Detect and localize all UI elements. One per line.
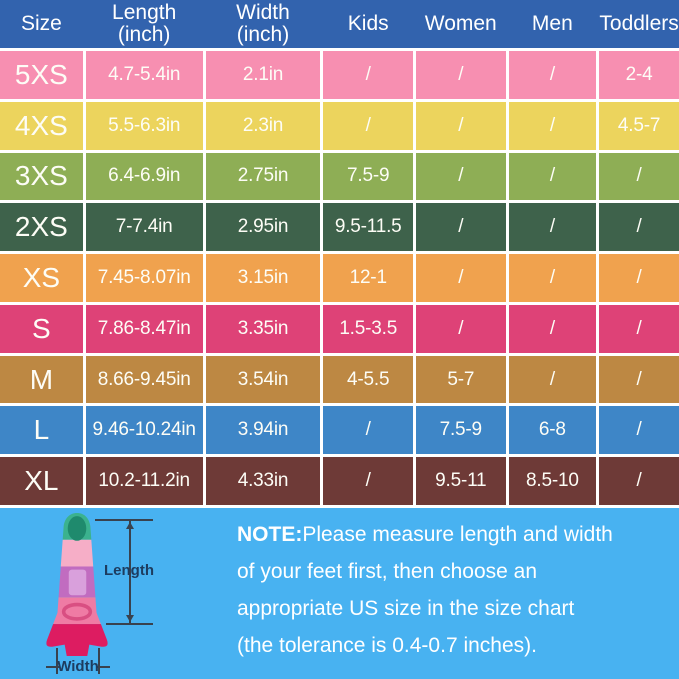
- cell-L-col1: 9.46-10.24in: [85, 406, 203, 455]
- cell-3XS-col4: /: [415, 152, 506, 201]
- cell-3XS-col5: /: [508, 152, 597, 201]
- length-label: Length: [104, 562, 154, 579]
- cell-2XS-col5: /: [508, 203, 597, 252]
- cell-S-col6: /: [599, 304, 679, 353]
- cell-3XS-col6: /: [599, 152, 679, 201]
- width-right-tick: [98, 648, 100, 674]
- cell-4XS-col2: 2.3in: [205, 101, 321, 150]
- cell-2XS-col4: /: [415, 203, 506, 252]
- length-arrow-down-icon: [126, 615, 134, 622]
- cell-M-col1: 8.66-9.45in: [85, 355, 203, 404]
- cell-3XS-col1: 6.4-6.9in: [85, 152, 203, 201]
- cell-M-col2: 3.54in: [205, 355, 321, 404]
- cell-XS-col4: /: [415, 254, 506, 302]
- cell-XS-col1: 7.45-8.07in: [85, 254, 203, 302]
- cell-5XS-col6: 2-4: [599, 51, 679, 99]
- size-table-body: 5XS 4.7-5.4in 2.1in / //2-4 4XS 5.5-6.3in 2.3in…: [0, 51, 679, 505]
- width-left-tick: [56, 648, 58, 674]
- row-label-L: L: [0, 406, 83, 455]
- cell-4XS-col4: /: [415, 101, 506, 150]
- cell-XL-col1: 10.2-11.2in: [85, 457, 203, 505]
- cell-2XS-col2: 2.95in: [205, 203, 321, 252]
- cell-XL-col4: 9.5-11: [415, 457, 506, 505]
- cell-L-col2: 3.94in: [205, 406, 321, 455]
- column-header-5: Men: [531, 11, 573, 35]
- cell-5XS-col3: /: [323, 51, 413, 99]
- column-header-3: Kids: [347, 11, 389, 35]
- row-label-XS: XS: [0, 254, 83, 302]
- cell-L-col5: 6-8: [508, 406, 597, 455]
- cell-XL-col3: /: [323, 457, 413, 505]
- cell-XS-col3: 12-1: [323, 254, 413, 302]
- cell-4XS-col3: /: [323, 101, 413, 150]
- cell-S-col3: 1.5-3.5: [323, 304, 413, 353]
- cell-2XS-col1: 7-7.4in: [85, 203, 203, 252]
- cell-XS-col2: 3.15in: [205, 254, 321, 302]
- cell-XL-col6: /: [599, 457, 679, 505]
- cell-L-col6: /: [599, 406, 679, 455]
- note-line-1: NOTE:Please measure length and width: [237, 516, 613, 553]
- footer-section: Length Width NOTE:Please measure length …: [0, 505, 679, 679]
- cell-M-col4: 5-7: [415, 355, 506, 404]
- length-arrow-up-icon: [126, 522, 134, 529]
- cell-M-col3: 4-5.5: [323, 355, 413, 404]
- note-label: NOTE:: [237, 523, 303, 546]
- row-label-4XS: 4XS: [0, 101, 83, 150]
- cell-XS-col6: /: [599, 254, 679, 302]
- column-header-1: Length (inch): [112, 0, 177, 46]
- note-line-2: of your feet first, then choose an: [237, 560, 538, 583]
- table-header-row: Size Length (inch) Width (inch) Kids Women Me…: [0, 0, 679, 48]
- note-line-1-text: Please measure length and width: [302, 523, 613, 546]
- note-line-3: appropriate US size in the size chart: [237, 597, 575, 620]
- cell-5XS-col1: 4.7-5.4in: [85, 51, 203, 99]
- cell-3XS-col3: 7.5-9: [323, 152, 413, 201]
- length-dimension-line: [129, 520, 131, 624]
- length-top-tick: [95, 519, 153, 521]
- cell-3XS-col2: 2.75in: [205, 152, 321, 201]
- cell-XL-col5: 8.5-10: [508, 457, 597, 505]
- length-bottom-tick: [106, 623, 153, 625]
- swim-fin-icon: [46, 513, 108, 656]
- cell-5XS-col2: 2.1in: [205, 51, 321, 99]
- cell-S-col5: /: [508, 304, 597, 353]
- cell-2XS-col3: 9.5-11.5: [323, 203, 413, 252]
- cell-5XS-col5: /: [508, 51, 597, 99]
- row-label-5XS: 5XS: [0, 51, 83, 99]
- cell-4XS-col1: 5.5-6.3in: [85, 101, 203, 150]
- column-header-4: Women: [424, 11, 497, 35]
- cell-L-col3: /: [323, 406, 413, 455]
- width-line-right: [96, 666, 110, 668]
- cell-2XS-col6: /: [599, 203, 679, 252]
- cell-5XS-col4: /: [415, 51, 506, 99]
- row-label-XL: XL: [0, 457, 83, 505]
- cell-XL-col2: 4.33in: [205, 457, 321, 505]
- cell-M-col5: /: [508, 355, 597, 404]
- cell-S-col2: 3.35in: [205, 304, 321, 353]
- column-header-0: Size: [20, 11, 62, 35]
- cell-S-col4: /: [415, 304, 506, 353]
- fin-illustration: [44, 512, 110, 658]
- cell-4XS-col6: 4.5-7: [599, 101, 679, 150]
- row-label-M: M: [0, 355, 83, 404]
- width-label: Width: [57, 658, 99, 675]
- cell-S-col1: 7.86-8.47in: [85, 304, 203, 353]
- row-label-3XS: 3XS: [0, 152, 83, 201]
- row-label-2XS: 2XS: [0, 203, 83, 252]
- note-line-4: (the tolerance is 0.4-0.7 inches).: [237, 634, 537, 657]
- cell-L-col4: 7.5-9: [415, 406, 506, 455]
- cell-XS-col5: /: [508, 254, 597, 302]
- note-text: NOTE:Please measure length and width of …: [237, 516, 613, 664]
- cell-4XS-col5: /: [508, 101, 597, 150]
- column-header-2: Width (inch): [236, 0, 290, 46]
- width-line-left: [46, 666, 60, 668]
- row-label-S: S: [0, 304, 83, 353]
- cell-M-col6: /: [599, 355, 679, 404]
- column-header-6: Toddlers: [599, 11, 679, 35]
